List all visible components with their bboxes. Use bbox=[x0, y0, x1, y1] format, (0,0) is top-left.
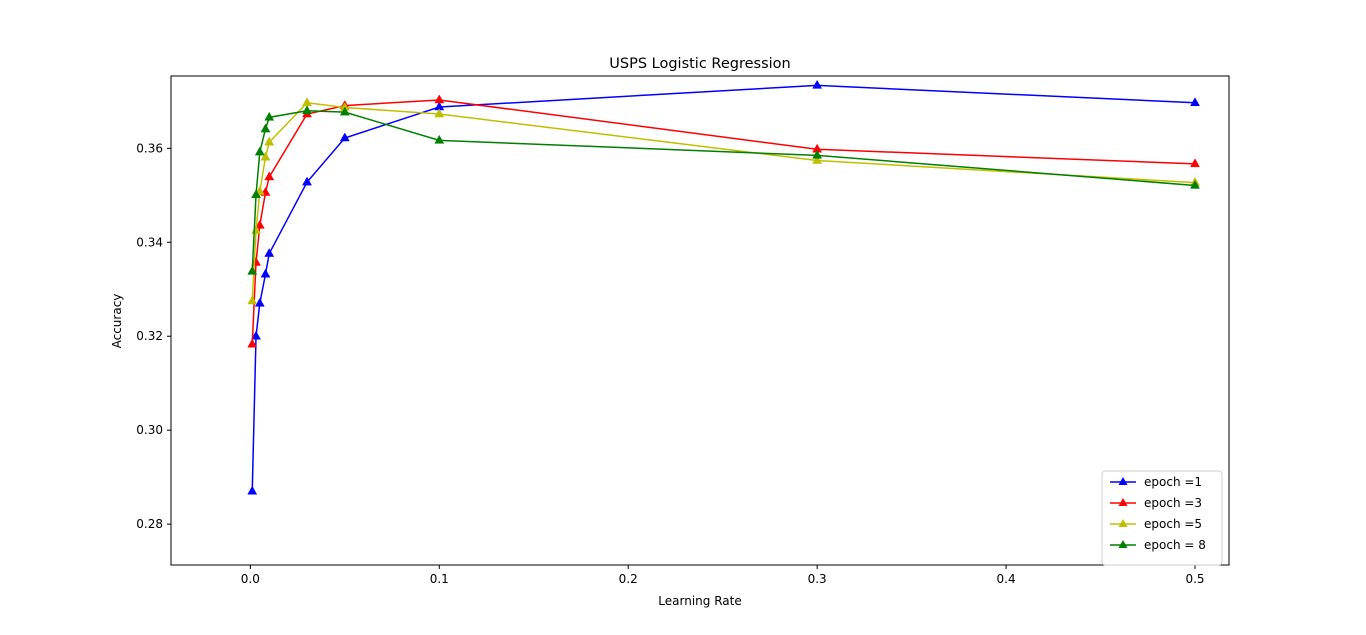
data-point-marker bbox=[247, 338, 258, 348]
legend-marker bbox=[1118, 540, 1128, 548]
data-point-marker bbox=[260, 151, 271, 161]
legend-label: epoch =3 bbox=[1144, 496, 1202, 510]
y-axis-label: Accuracy bbox=[110, 294, 124, 349]
y-axis: 0.28 0.30 0.32 0.34 0.36 bbox=[136, 141, 171, 531]
data-point-marker bbox=[1190, 179, 1200, 189]
data-point-marker bbox=[1190, 158, 1200, 168]
data-point-marker bbox=[251, 330, 261, 340]
y-tick-label: 0.36 bbox=[136, 141, 163, 155]
y-tick-label: 0.34 bbox=[136, 235, 163, 249]
data-point-marker bbox=[434, 108, 445, 118]
data-point-marker bbox=[812, 79, 823, 89]
series-2 bbox=[247, 94, 1200, 348]
data-point-marker bbox=[302, 105, 312, 115]
data-point-marker bbox=[1190, 97, 1200, 107]
x-tick-label: 0.5 bbox=[1185, 572, 1204, 586]
y-tick-label: 0.30 bbox=[136, 423, 163, 437]
series-3 bbox=[247, 97, 1200, 305]
data-point-marker bbox=[247, 295, 258, 305]
data-point-marker bbox=[251, 189, 261, 199]
x-tick-label: 0.0 bbox=[241, 572, 260, 586]
series-line bbox=[251, 84, 1196, 492]
data-point-marker bbox=[254, 219, 265, 229]
legend-item: epoch =1 bbox=[1110, 475, 1202, 489]
series-4 bbox=[247, 105, 1200, 275]
data-point-marker bbox=[254, 297, 265, 307]
x-axis-label: Learning Rate bbox=[658, 594, 741, 608]
legend-label: epoch =1 bbox=[1144, 475, 1202, 489]
legend-item: epoch =3 bbox=[1110, 496, 1202, 510]
legend-marker bbox=[1118, 477, 1128, 485]
legend-label: epoch = 8 bbox=[1144, 538, 1206, 552]
data-point-marker bbox=[339, 106, 350, 116]
data-point-marker bbox=[812, 155, 823, 164]
data-point-marker bbox=[260, 268, 271, 278]
x-tick-label: 0.1 bbox=[430, 572, 449, 586]
data-point-marker bbox=[264, 136, 275, 146]
data-point-marker bbox=[812, 149, 823, 159]
legend-item: epoch =5 bbox=[1110, 517, 1202, 531]
legend-box bbox=[1101, 470, 1223, 566]
chart-title: USPS Logistic Regression bbox=[609, 56, 790, 72]
legend-item: epoch = 8 bbox=[1110, 538, 1206, 552]
data-point-marker bbox=[264, 111, 275, 121]
plot-area bbox=[247, 79, 1200, 495]
x-tick-label: 0.3 bbox=[808, 572, 827, 586]
legend-marker bbox=[1118, 519, 1128, 527]
series-line bbox=[251, 101, 1196, 302]
data-point-marker bbox=[339, 132, 350, 142]
x-tick-label: 0.4 bbox=[997, 572, 1016, 586]
data-point-marker bbox=[247, 485, 258, 495]
data-point-marker bbox=[434, 134, 445, 144]
data-point-marker bbox=[264, 248, 275, 257]
x-tick-label: 0.2 bbox=[619, 572, 638, 586]
series-1 bbox=[247, 79, 1200, 495]
plot-frame bbox=[170, 75, 1230, 566]
data-point-marker bbox=[264, 171, 275, 181]
data-point-marker bbox=[260, 123, 271, 133]
data-point-marker bbox=[254, 146, 265, 156]
x-axis: 0.0 0.1 0.2 0.3 0.4 0.5 bbox=[241, 565, 1205, 586]
series-line bbox=[251, 99, 1196, 345]
y-tick-label: 0.28 bbox=[136, 517, 163, 531]
legend-marker bbox=[1118, 498, 1128, 506]
data-point-marker bbox=[247, 265, 258, 275]
series-line bbox=[251, 110, 1196, 272]
data-point-marker bbox=[434, 94, 445, 104]
data-point-marker bbox=[302, 97, 312, 107]
legend: epoch =1 epoch =3 epoch =5 epoch = 8 bbox=[1101, 470, 1223, 566]
data-point-marker bbox=[302, 176, 312, 186]
y-tick-label: 0.32 bbox=[136, 329, 163, 343]
legend-label: epoch =5 bbox=[1144, 517, 1202, 531]
